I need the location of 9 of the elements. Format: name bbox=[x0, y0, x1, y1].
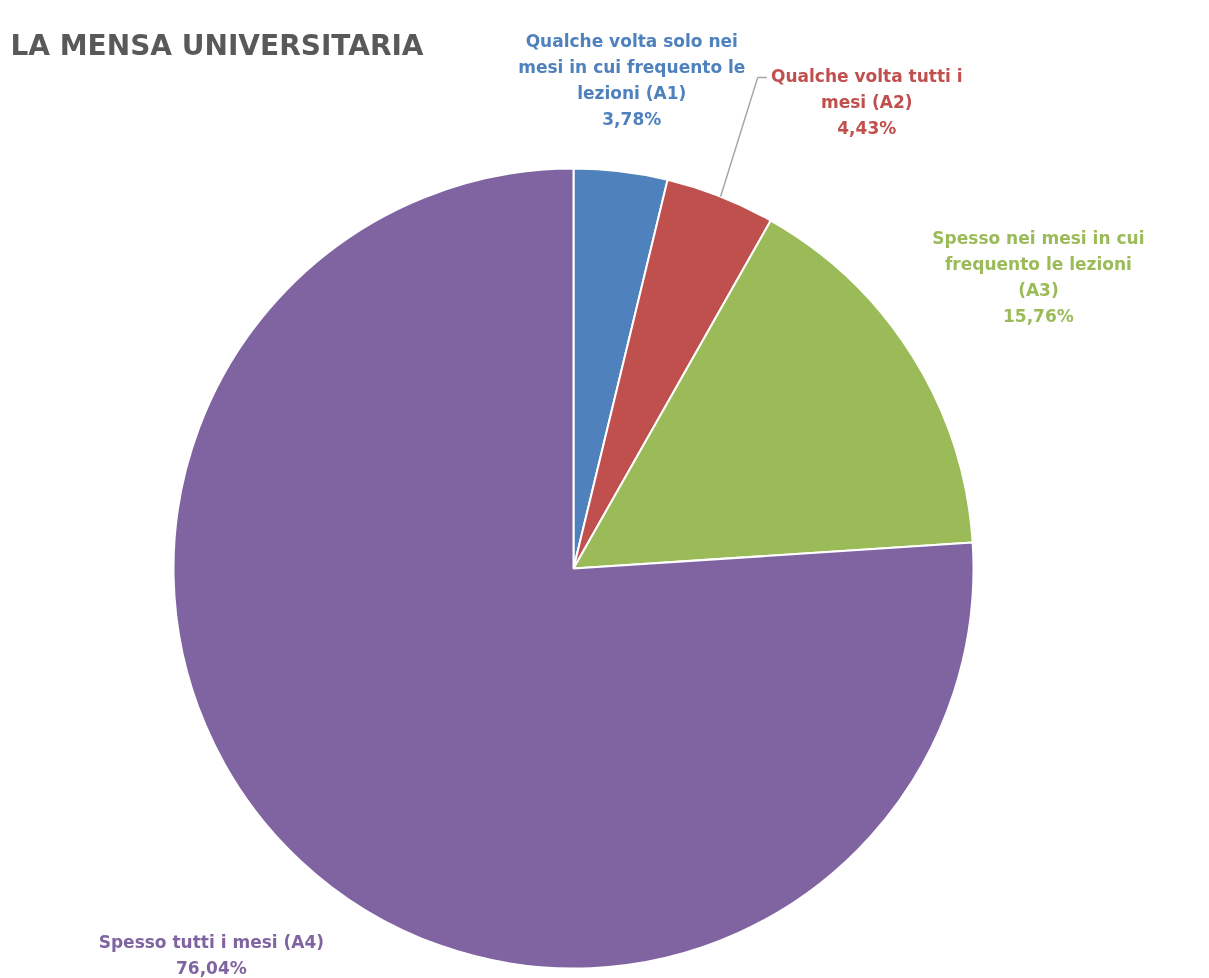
chart-title: LA MENSA UNIVERSITARIA bbox=[10, 29, 424, 62]
slice-label: Qualche volta tutti i mesi (A2) bbox=[770, 65, 963, 112]
data-label: 76,04% bbox=[175, 957, 247, 978]
slice-label: Qualche volta solo nei mesi in cui frequento le lezioni (A1) bbox=[518, 31, 746, 104]
slice-label: Spesso tutti i mesi (A4) bbox=[98, 931, 325, 952]
data-label: 15,76% bbox=[1003, 306, 1074, 327]
data-label: 3,78% bbox=[602, 109, 662, 130]
data-label: 4,43% bbox=[837, 117, 897, 138]
slice-label: Spesso nei mesi in cui frequento le lezioni (A3) bbox=[932, 228, 1145, 301]
